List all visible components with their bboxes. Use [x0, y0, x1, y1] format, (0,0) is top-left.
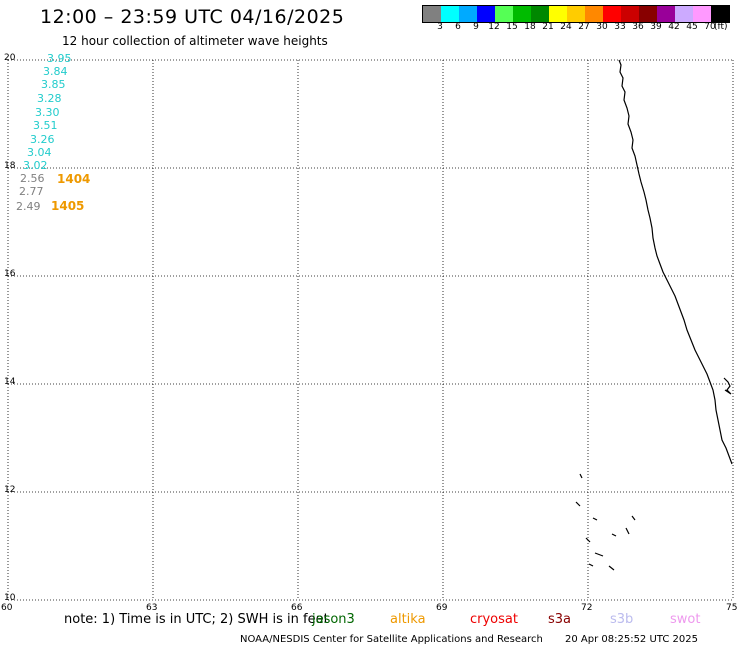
chart-subtitle: 12 hour collection of altimeter wave hei… — [62, 34, 328, 48]
wave-height-value: 3.51 — [33, 119, 58, 132]
scale-label: 33 — [614, 22, 626, 32]
scale-label: 3 — [437, 22, 443, 32]
scale-swatch — [603, 6, 621, 22]
latitude-tick-label: 18 — [4, 161, 16, 171]
scale-swatch — [513, 6, 531, 22]
scale-swatch — [657, 6, 675, 22]
wave-height-color-scale — [422, 5, 730, 23]
scale-label: 30 — [596, 22, 608, 32]
latitude-tick-label: 16 — [4, 269, 16, 279]
chart-title: 12:00 – 23:59 UTC 04/16/2025 — [40, 6, 345, 28]
scale-swatch — [567, 6, 585, 22]
latitude-tick-label: 12 — [4, 485, 16, 495]
scale-label: 15 — [506, 22, 518, 32]
pass-time-label: 1405 — [51, 199, 85, 213]
scale-label: 6 — [455, 22, 461, 32]
scale-label: 70 — [704, 22, 716, 32]
satellite-legend-item: s3b — [610, 612, 634, 627]
longitude-tick-label: 60 — [1, 603, 13, 613]
satellite-legend-item: cryosat — [470, 612, 518, 627]
scale-swatch — [495, 6, 513, 22]
scale-swatch — [675, 6, 693, 22]
scale-swatch — [423, 6, 441, 22]
island-fragments — [575, 473, 636, 571]
scale-label: 21 — [542, 22, 554, 32]
scale-swatch — [531, 6, 549, 22]
coastline-inlet — [723, 377, 732, 395]
scale-label: 36 — [632, 22, 644, 32]
wave-height-value: 3.85 — [41, 78, 66, 91]
scale-swatch — [711, 6, 729, 22]
map-grid — [7, 59, 734, 601]
wave-height-value: 3.28 — [37, 92, 62, 105]
scale-label: 45 — [686, 22, 698, 32]
scale-swatch — [693, 6, 711, 22]
scale-label: 42 — [668, 22, 680, 32]
wave-height-value: 3.30 — [35, 106, 60, 119]
coastline — [618, 59, 733, 465]
wave-height-value: 3.26 — [30, 133, 55, 146]
satellite-legend-item: swot — [670, 612, 701, 627]
scale-swatch — [477, 6, 495, 22]
satellite-legend-item: jason3 — [312, 612, 355, 627]
scale-swatch — [585, 6, 603, 22]
wave-height-value: 3.95 — [47, 52, 72, 65]
satellite-legend-item: altika — [390, 612, 426, 627]
scale-label: 12 — [488, 22, 500, 32]
scale-label: 24 — [560, 22, 572, 32]
footnote: note: 1) Time is in UTC; 2) SWH is in fe… — [64, 612, 329, 627]
scale-label: 27 — [578, 22, 590, 32]
scale-swatch — [639, 6, 657, 22]
longitude-tick-label: 63 — [146, 603, 158, 613]
scale-label: 39 — [650, 22, 662, 32]
color-scale-unit: (ft) — [714, 22, 728, 32]
scale-swatch — [621, 6, 639, 22]
longitude-tick-label: 66 — [291, 603, 303, 613]
longitude-tick-label: 72 — [581, 603, 593, 613]
scale-swatch — [441, 6, 459, 22]
wave-height-value: 2.77 — [19, 185, 44, 198]
latitude-tick-label: 20 — [4, 53, 16, 63]
latitude-tick-label: 14 — [4, 377, 16, 387]
pass-time-label: 1404 — [57, 172, 91, 186]
wave-height-value: 3.02 — [23, 159, 48, 172]
satellite-legend-item: s3a — [548, 612, 572, 627]
wave-height-value: 3.84 — [43, 65, 68, 78]
footer-organization: NOAA/NESDIS Center for Satellite Applica… — [240, 634, 543, 645]
scale-swatch — [459, 6, 477, 22]
latitude-tick-label: 10 — [4, 593, 16, 603]
longitude-tick-label: 69 — [436, 603, 448, 613]
wave-height-value: 2.49 — [16, 200, 41, 213]
wave-height-value: 3.04 — [27, 146, 52, 159]
longitude-tick-label: 75 — [726, 603, 738, 613]
wave-height-value: 2.56 — [20, 172, 45, 185]
scale-swatch — [549, 6, 567, 22]
footer-timestamp: 20 Apr 08:25:52 UTC 2025 — [565, 634, 698, 645]
scale-label: 18 — [524, 22, 536, 32]
scale-label: 9 — [473, 22, 479, 32]
